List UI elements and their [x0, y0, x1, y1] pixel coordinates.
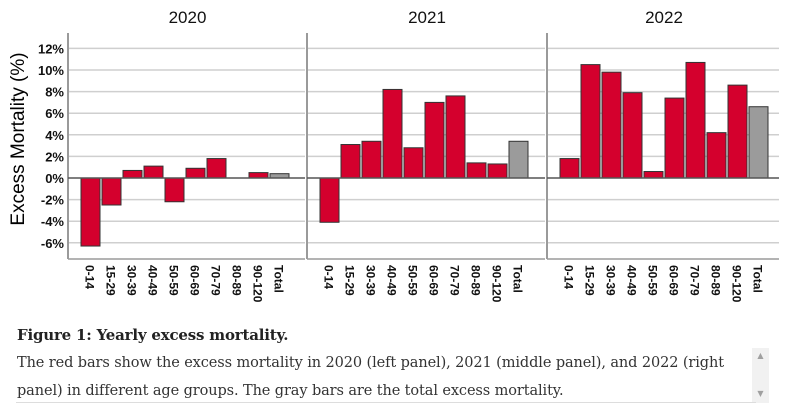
- bar-2021-90-120: [488, 164, 507, 178]
- chart-panels: 2020 0-14 15-29 30-39 40-49 50-59 60-69 70-79 80…: [68, 8, 779, 303]
- bar-2022-90-120: [728, 85, 747, 178]
- y-tick-label: 6%: [45, 106, 64, 121]
- x-tick-label: 70-79: [688, 265, 702, 296]
- y-tick-label: -6%: [41, 236, 65, 251]
- bar-2022-Total: [749, 107, 768, 178]
- bar-2020-50-59: [165, 178, 184, 202]
- y-tick-label: 4%: [45, 128, 64, 143]
- bar-2022-80-89: [707, 133, 726, 178]
- x-tick-label: 40-49: [146, 265, 160, 296]
- x-tick-label: 60-69: [667, 265, 681, 296]
- panel-title: 2022: [645, 8, 683, 27]
- y-tick-label: 8%: [45, 85, 64, 100]
- y-axis-title: Excess Mortality (%): [8, 52, 29, 225]
- bar-2020-40-49: [144, 166, 163, 178]
- x-tick-label: 15-29: [104, 265, 118, 296]
- bar-2022-15-29: [581, 65, 600, 178]
- scroll-up-arrow-icon[interactable]: ▲: [752, 349, 769, 363]
- bar-2020-0-14: [81, 178, 100, 246]
- x-tick-label: 30-39: [604, 265, 618, 296]
- x-tick-label: 40-49: [385, 265, 399, 296]
- x-tick-label: Total: [511, 265, 525, 293]
- x-tick-label: 0-14: [562, 265, 576, 289]
- x-tick-label: 50-59: [646, 265, 660, 296]
- bar-2021-60-69: [425, 102, 444, 178]
- x-tick-label: 0-14: [322, 265, 336, 289]
- caption-scrollbar[interactable]: ▲ ▼: [752, 348, 769, 403]
- x-tick-label: 80-89: [709, 265, 723, 296]
- y-tick-label: -2%: [41, 193, 65, 208]
- bar-2021-40-49: [383, 89, 402, 178]
- bar-2020-60-69: [186, 168, 205, 178]
- x-tick-label: 80-89: [469, 265, 483, 296]
- panel-2020: 2020 0-14 15-29 30-39 40-49 50-59 60-69 70-79 80…: [68, 8, 305, 303]
- bar-2020-70-79: [207, 159, 226, 178]
- x-tick-label: Total: [751, 265, 765, 293]
- caption-title: Figure 1: Yearly excess mortality.: [17, 326, 288, 344]
- x-tick-label: 30-39: [364, 265, 378, 296]
- x-tick-label: 50-59: [167, 265, 181, 296]
- x-tick-label: 70-79: [209, 265, 223, 296]
- bar-2020-30-39: [123, 170, 142, 178]
- excess-mortality-chart: Excess Mortality (%) -6% -4% -2% 0% 2% 4% 6% 8%…: [0, 0, 787, 320]
- bar-2021-50-59: [404, 148, 423, 178]
- y-tick-labels: -6% -4% -2% 0% 2% 4% 6% 8% 10% 12%: [38, 41, 64, 250]
- bar-2020-15-29: [102, 178, 121, 205]
- x-tick-label: 15-29: [583, 265, 597, 296]
- x-tick-label: 90-120: [730, 265, 744, 303]
- caption-body: The red bars show the excess mortality i…: [17, 349, 752, 405]
- panel-2021: 2021 0-14 15-29 30-39 40-49 50-59 60-69 70-79 80…: [307, 8, 545, 303]
- x-tick-label: 60-69: [188, 265, 202, 296]
- bar-2020-90-120: [249, 173, 268, 178]
- bar-2022-60-69: [665, 98, 684, 178]
- y-axis-title-group: Excess Mortality (%): [8, 52, 29, 225]
- x-tick-label: 90-120: [251, 265, 265, 303]
- bar-2021-Total: [509, 141, 528, 178]
- y-tick-label: 0%: [45, 171, 64, 186]
- bar-2022-30-39: [602, 72, 621, 178]
- x-tick-label: 90-120: [490, 265, 504, 303]
- bar-2022-40-49: [623, 93, 642, 178]
- x-tick-label: 15-29: [343, 265, 357, 296]
- x-tick-label: 70-79: [448, 265, 462, 296]
- x-tick-label: 60-69: [427, 265, 441, 296]
- x-tick-label: 0-14: [83, 265, 97, 289]
- x-tick-label: 30-39: [125, 265, 139, 296]
- y-tick-label: -4%: [41, 214, 65, 229]
- x-tick-label: 40-49: [625, 265, 639, 296]
- figure-caption: Figure 1: Yearly excess mortality. The r…: [16, 326, 771, 403]
- bar-2022-50-59: [644, 172, 663, 178]
- bar-2021-80-89: [467, 163, 486, 178]
- y-tick-label: 12%: [38, 41, 64, 56]
- bar-2021-0-14: [320, 178, 339, 222]
- panel-2022: 2022 0-14 15-29 30-39 40-49 50-59 60-69 70-79 80…: [547, 8, 779, 303]
- scroll-down-arrow-icon[interactable]: ▼: [752, 387, 769, 401]
- bar-2022-0-14: [560, 159, 579, 178]
- y-tick-label: 2%: [45, 149, 64, 164]
- bar-2021-15-29: [341, 145, 360, 178]
- panel-title: 2021: [408, 8, 446, 27]
- y-tick-label: 10%: [38, 63, 64, 78]
- bar-2021-70-79: [446, 96, 465, 178]
- x-tick-label: Total: [272, 265, 286, 293]
- x-tick-label: 80-89: [230, 265, 244, 296]
- bar-2021-30-39: [362, 141, 381, 178]
- panel-title: 2020: [169, 8, 207, 27]
- bar-2022-70-79: [686, 62, 705, 178]
- x-tick-label: 50-59: [406, 265, 420, 296]
